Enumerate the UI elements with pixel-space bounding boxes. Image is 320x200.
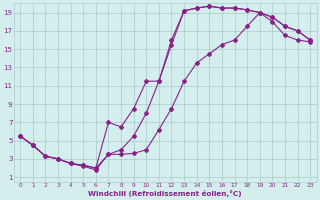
X-axis label: Windchill (Refroidissement éolien,°C): Windchill (Refroidissement éolien,°C) xyxy=(88,190,242,197)
